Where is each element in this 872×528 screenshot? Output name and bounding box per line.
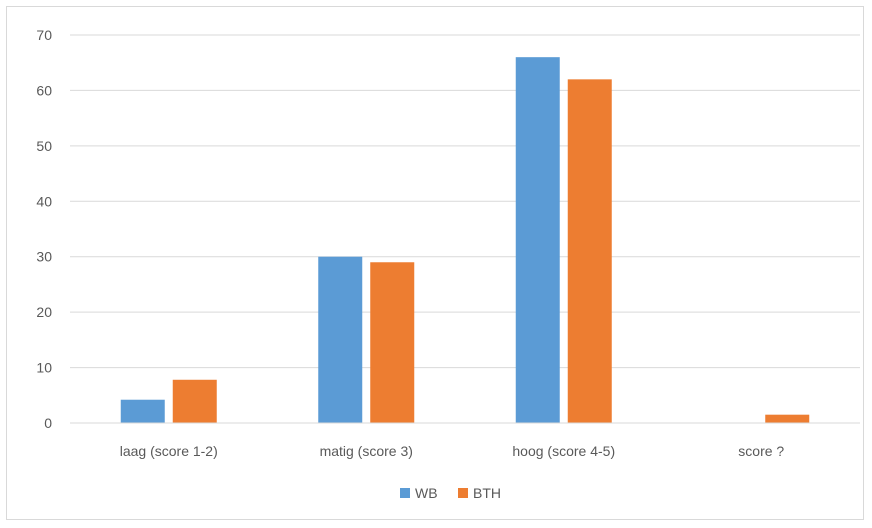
bar-wb-1 xyxy=(318,256,363,423)
y-tick-label: 70 xyxy=(36,27,52,43)
y-tick-label: 10 xyxy=(36,360,52,376)
bar-bth-1 xyxy=(370,262,415,423)
x-tick-label: hoog (score 4-5) xyxy=(512,443,615,459)
y-tick-label: 20 xyxy=(36,304,52,320)
bar-bth-2 xyxy=(567,79,612,423)
legend-label-wb: WB xyxy=(415,485,438,501)
x-tick-label: laag (score 1-2) xyxy=(120,443,218,459)
bars xyxy=(120,57,810,424)
legend-label-bth: BTH xyxy=(473,485,501,501)
gridlines xyxy=(70,34,860,369)
y-tick-label: 60 xyxy=(36,82,52,98)
legend-swatch-bth xyxy=(458,488,468,498)
x-tick-label: score ? xyxy=(738,443,784,459)
legend: WB BTH xyxy=(400,485,501,501)
bar-bth-3 xyxy=(765,414,810,423)
y-tick-label: 50 xyxy=(36,138,52,154)
bar-wb-2 xyxy=(515,57,560,424)
y-tick-label: 40 xyxy=(36,193,52,209)
bar-bth-0 xyxy=(172,379,217,423)
legend-swatch-wb xyxy=(400,488,410,498)
y-axis-ticks: 0 10 20 30 40 50 60 70 xyxy=(36,27,52,431)
x-axis-ticks: laag (score 1-2) matig (score 3) hoog (sco… xyxy=(120,443,785,459)
bar-wb-0 xyxy=(120,399,165,423)
chart-frame xyxy=(6,6,864,520)
y-tick-label: 30 xyxy=(36,249,52,265)
x-tick-label: matig (score 3) xyxy=(320,443,413,459)
y-tick-label: 0 xyxy=(44,415,52,431)
